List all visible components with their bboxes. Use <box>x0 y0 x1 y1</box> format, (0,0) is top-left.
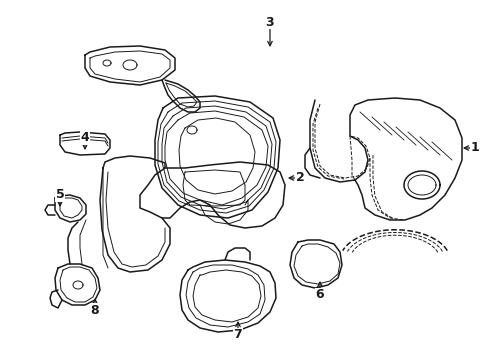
Text: 1: 1 <box>469 141 478 154</box>
Text: 5: 5 <box>56 189 64 202</box>
Text: 2: 2 <box>295 171 304 184</box>
Text: 3: 3 <box>265 15 274 28</box>
Text: 7: 7 <box>233 328 242 342</box>
Text: 4: 4 <box>81 131 89 144</box>
Text: 8: 8 <box>90 303 99 316</box>
Text: 6: 6 <box>315 288 324 301</box>
